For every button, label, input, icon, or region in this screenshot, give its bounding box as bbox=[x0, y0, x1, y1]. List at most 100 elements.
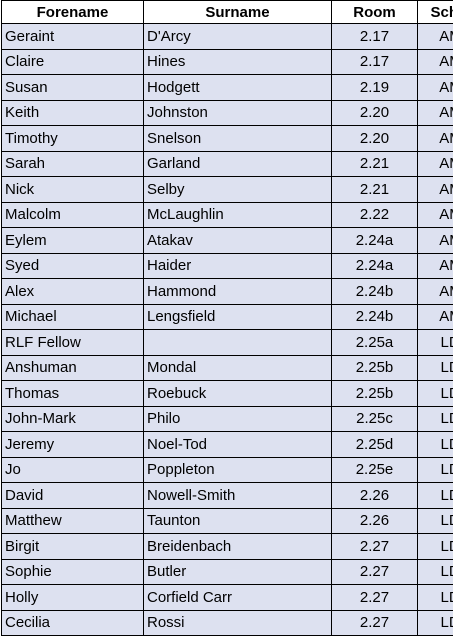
cell-room: 2.26 bbox=[331, 507, 418, 534]
cell-school: AMA bbox=[417, 125, 453, 152]
cell-school: AMA bbox=[417, 278, 453, 305]
cell-surname: Breidenbach bbox=[143, 533, 332, 560]
cell-room: 2.27 bbox=[331, 609, 418, 636]
table-body: GeraintD'Arcy2.17AMAClaireHines2.17AMASu… bbox=[1, 23, 453, 636]
cell-surname: Atakav bbox=[143, 227, 332, 254]
cell-school: LDC bbox=[417, 354, 453, 381]
cell-room: 2.27 bbox=[331, 558, 418, 585]
cell-surname: Hammond bbox=[143, 278, 332, 305]
cell-school: LDC bbox=[417, 380, 453, 407]
cell-school: LDC bbox=[417, 329, 453, 356]
cell-forename: Thomas bbox=[1, 380, 144, 407]
header-room: Room bbox=[331, 0, 418, 24]
cell-forename: Jo bbox=[1, 456, 144, 483]
cell-room: 2.24b bbox=[331, 303, 418, 330]
cell-surname: Johnston bbox=[143, 99, 332, 126]
cell-forename: Malcolm bbox=[1, 201, 144, 228]
cell-surname: Roebuck bbox=[143, 380, 332, 407]
cell-forename: RLF Fellow bbox=[1, 329, 144, 356]
cell-room: 2.19 bbox=[331, 74, 418, 101]
cell-room: 2.20 bbox=[331, 125, 418, 152]
cell-forename: Birgit bbox=[1, 533, 144, 560]
cell-room: 2.25c bbox=[331, 405, 418, 432]
cell-room: 2.22 bbox=[331, 201, 418, 228]
cell-room: 2.27 bbox=[331, 533, 418, 560]
cell-surname: Taunton bbox=[143, 507, 332, 534]
cell-school: AMA bbox=[417, 74, 453, 101]
cell-surname: McLaughlin bbox=[143, 201, 332, 228]
cell-room: 2.21 bbox=[331, 150, 418, 177]
cell-forename: Alex bbox=[1, 278, 144, 305]
cell-surname: Philo bbox=[143, 405, 332, 432]
header-forename: Forename bbox=[1, 0, 144, 24]
cell-surname: Poppleton bbox=[143, 456, 332, 483]
cell-room: 2.27 bbox=[331, 584, 418, 611]
cell-forename: Matthew bbox=[1, 507, 144, 534]
cell-room: 2.25b bbox=[331, 354, 418, 381]
cell-school: AMA bbox=[417, 48, 453, 75]
cell-school: LDC bbox=[417, 405, 453, 432]
cell-school: AMA bbox=[417, 99, 453, 126]
cell-school: LDC bbox=[417, 533, 453, 560]
cell-surname: Garland bbox=[143, 150, 332, 177]
cell-surname: Hines bbox=[143, 48, 332, 75]
cell-room: 2.20 bbox=[331, 99, 418, 126]
cell-school: AMA bbox=[417, 252, 453, 279]
cell-room: 2.26 bbox=[331, 482, 418, 509]
cell-forename: Sarah bbox=[1, 150, 144, 177]
cell-room: 2.25e bbox=[331, 456, 418, 483]
cell-forename: Jeremy bbox=[1, 431, 144, 458]
cell-school: LDC bbox=[417, 584, 453, 611]
cell-school: LDC bbox=[417, 507, 453, 534]
cell-school: AMA bbox=[417, 227, 453, 254]
cell-school: LDC bbox=[417, 456, 453, 483]
cell-surname: Butler bbox=[143, 558, 332, 585]
cell-forename: Claire bbox=[1, 48, 144, 75]
cell-school: LDC bbox=[417, 609, 453, 636]
cell-room: 2.17 bbox=[331, 48, 418, 75]
cell-room: 2.24a bbox=[331, 252, 418, 279]
cell-school: AMA bbox=[417, 201, 453, 228]
cell-surname: Rossi bbox=[143, 609, 332, 636]
cell-school: LDC bbox=[417, 558, 453, 585]
cell-room: 2.25b bbox=[331, 380, 418, 407]
cell-forename: Susan bbox=[1, 74, 144, 101]
cell-forename: Holly bbox=[1, 584, 144, 611]
cell-school: LDC bbox=[417, 482, 453, 509]
cell-surname: Noel-Tod bbox=[143, 431, 332, 458]
cell-forename: Keith bbox=[1, 99, 144, 126]
cell-surname: Hodgett bbox=[143, 74, 332, 101]
cell-school: AMA bbox=[417, 150, 453, 177]
cell-room: 2.21 bbox=[331, 176, 418, 203]
cell-school: AMA bbox=[417, 303, 453, 330]
header-school: School bbox=[417, 0, 453, 24]
cell-school: AMA bbox=[417, 23, 453, 50]
cell-surname: Nowell-Smith bbox=[143, 482, 332, 509]
cell-forename: Anshuman bbox=[1, 354, 144, 381]
cell-surname: Snelson bbox=[143, 125, 332, 152]
table-row: RLF Fellow 2.25aLDC bbox=[1, 329, 453, 356]
cell-forename: Timothy bbox=[1, 125, 144, 152]
cell-surname bbox=[143, 329, 332, 356]
cell-surname: D'Arcy bbox=[143, 23, 332, 50]
cell-forename: Michael bbox=[1, 303, 144, 330]
